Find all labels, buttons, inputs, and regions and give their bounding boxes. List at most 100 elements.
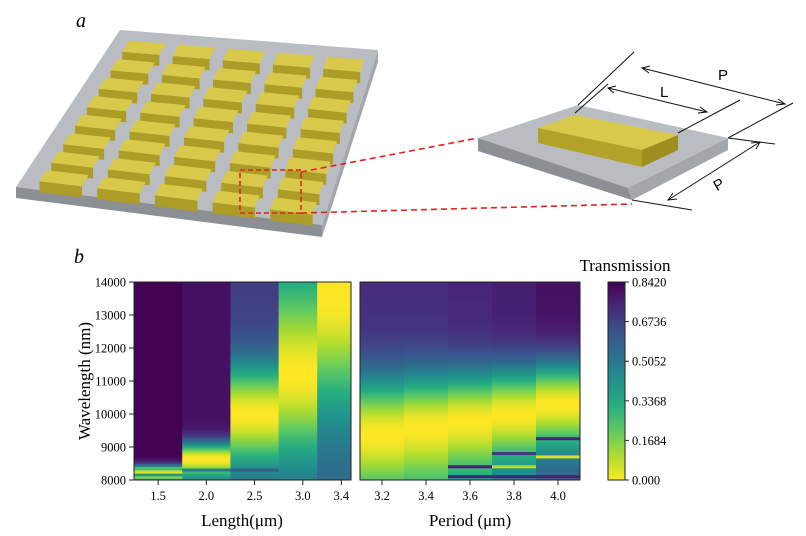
heatmap-cell (134, 400, 183, 403)
heatmap-cell (536, 303, 581, 306)
heatmap-cell (536, 409, 581, 412)
heatmap-cell (134, 410, 183, 413)
heatmap-cell (404, 308, 449, 311)
heatmap-cell (536, 440, 581, 443)
heatmap-cell (317, 283, 352, 286)
heatmap-cell (404, 447, 449, 450)
heatmap-cell (317, 376, 352, 379)
heatmap-cell (182, 334, 231, 337)
heatmap-cell (404, 346, 449, 349)
heatmap-cell (182, 448, 231, 451)
heatmap-cell (317, 404, 352, 407)
heatmap-cell (448, 409, 493, 412)
heatmap-cell (134, 476, 183, 479)
heatmap-cell (448, 301, 493, 304)
heatmap-cell (317, 362, 352, 365)
heatmap-cell (404, 463, 449, 466)
heatmap-cell (448, 440, 493, 443)
heatmap-cell (134, 296, 183, 299)
heatmap-cell (317, 445, 352, 448)
heatmap-cell (182, 478, 231, 481)
heatmap-cell (492, 412, 537, 415)
heatmap-cell (182, 371, 231, 374)
heatmap-cell (317, 308, 352, 311)
heatmap-cell (404, 450, 449, 453)
heatmap-cell (230, 300, 280, 303)
heatmap-cell (134, 338, 183, 341)
heatmap-cell (492, 285, 537, 288)
heatmap-cell (404, 310, 449, 313)
heatmap-cell (182, 329, 231, 332)
heatmap-cell (360, 374, 405, 377)
heatmap-cell (448, 417, 493, 420)
heatmap-cell (317, 453, 352, 456)
heatmap-cell (492, 471, 537, 474)
heatmap-cell (134, 326, 183, 329)
heatmap-cell (448, 326, 493, 329)
heatmap-cell (230, 334, 280, 337)
heatmap-cell (182, 404, 231, 407)
heatmap-cell (317, 326, 352, 329)
gold-block-top (122, 40, 166, 55)
heatmap-cell (182, 473, 231, 476)
gold-block-top (221, 170, 268, 188)
heatmap-cell (134, 382, 183, 385)
heatmap-cell (360, 394, 405, 397)
heatmap-cell (134, 303, 183, 306)
heatmap-cell (278, 316, 328, 319)
p-side-ext-top (727, 137, 776, 145)
heatmap-cell (317, 351, 352, 354)
heatmap-cell (492, 282, 537, 285)
heatmap-cell (448, 407, 493, 410)
heatmap-cell (230, 397, 280, 400)
heatmap-cell (230, 455, 280, 458)
heatmap-cell (278, 432, 328, 435)
heatmap-cell (230, 369, 280, 372)
heatmap-cell (230, 346, 280, 349)
heatmap-cell (134, 414, 183, 417)
heatmap-period (359, 281, 581, 481)
heatmap-cell (134, 465, 183, 468)
heatmap-cell (134, 295, 183, 298)
heatmap-cell (230, 323, 280, 326)
heatmap-cell (404, 321, 449, 324)
heatmap-cell (134, 348, 183, 351)
heatmap-cell (134, 323, 183, 326)
heatmap-cell (317, 438, 352, 441)
heatmap-cell (182, 369, 231, 372)
heatmap-cell (230, 301, 280, 304)
heatmap-cell (492, 369, 537, 372)
heatmap-cell (230, 361, 280, 364)
heatmap-cell (278, 460, 328, 463)
heatmap-cell (230, 381, 280, 384)
heatmap-cell (182, 414, 231, 417)
heatmap-cell (134, 329, 183, 332)
heatmap-cell (317, 333, 352, 336)
heatmap-cell (360, 453, 405, 456)
heatmap-cell (536, 338, 581, 341)
heatmap-cell (278, 371, 328, 374)
heatmap-cell (404, 433, 449, 436)
heatmap-cell (278, 451, 328, 455)
heatmap-cell (448, 468, 493, 471)
heatmap-cell (404, 420, 449, 423)
heatmap-cell (317, 298, 352, 301)
heatmap-cell (182, 438, 231, 441)
heatmap-cell (182, 286, 231, 290)
heatmap-cell (134, 288, 183, 291)
heatmap-cell (317, 448, 352, 451)
heatmap-cell (404, 348, 449, 351)
heatmap-cell (404, 311, 449, 314)
heatmap-cell (492, 338, 537, 341)
heatmap-cell (134, 437, 183, 440)
heatmap-cell (278, 306, 328, 309)
x-tick-label: 3.8 (506, 489, 522, 503)
heatmap-cell (404, 354, 449, 357)
heatmap-cell (134, 359, 183, 362)
heatmap-cell (278, 425, 328, 428)
heatmap-cell (278, 476, 328, 479)
heatmap-cell (492, 329, 537, 332)
heatmap-cell (134, 361, 183, 364)
heatmap-cell (278, 313, 328, 316)
heatmap-cell (360, 334, 405, 337)
